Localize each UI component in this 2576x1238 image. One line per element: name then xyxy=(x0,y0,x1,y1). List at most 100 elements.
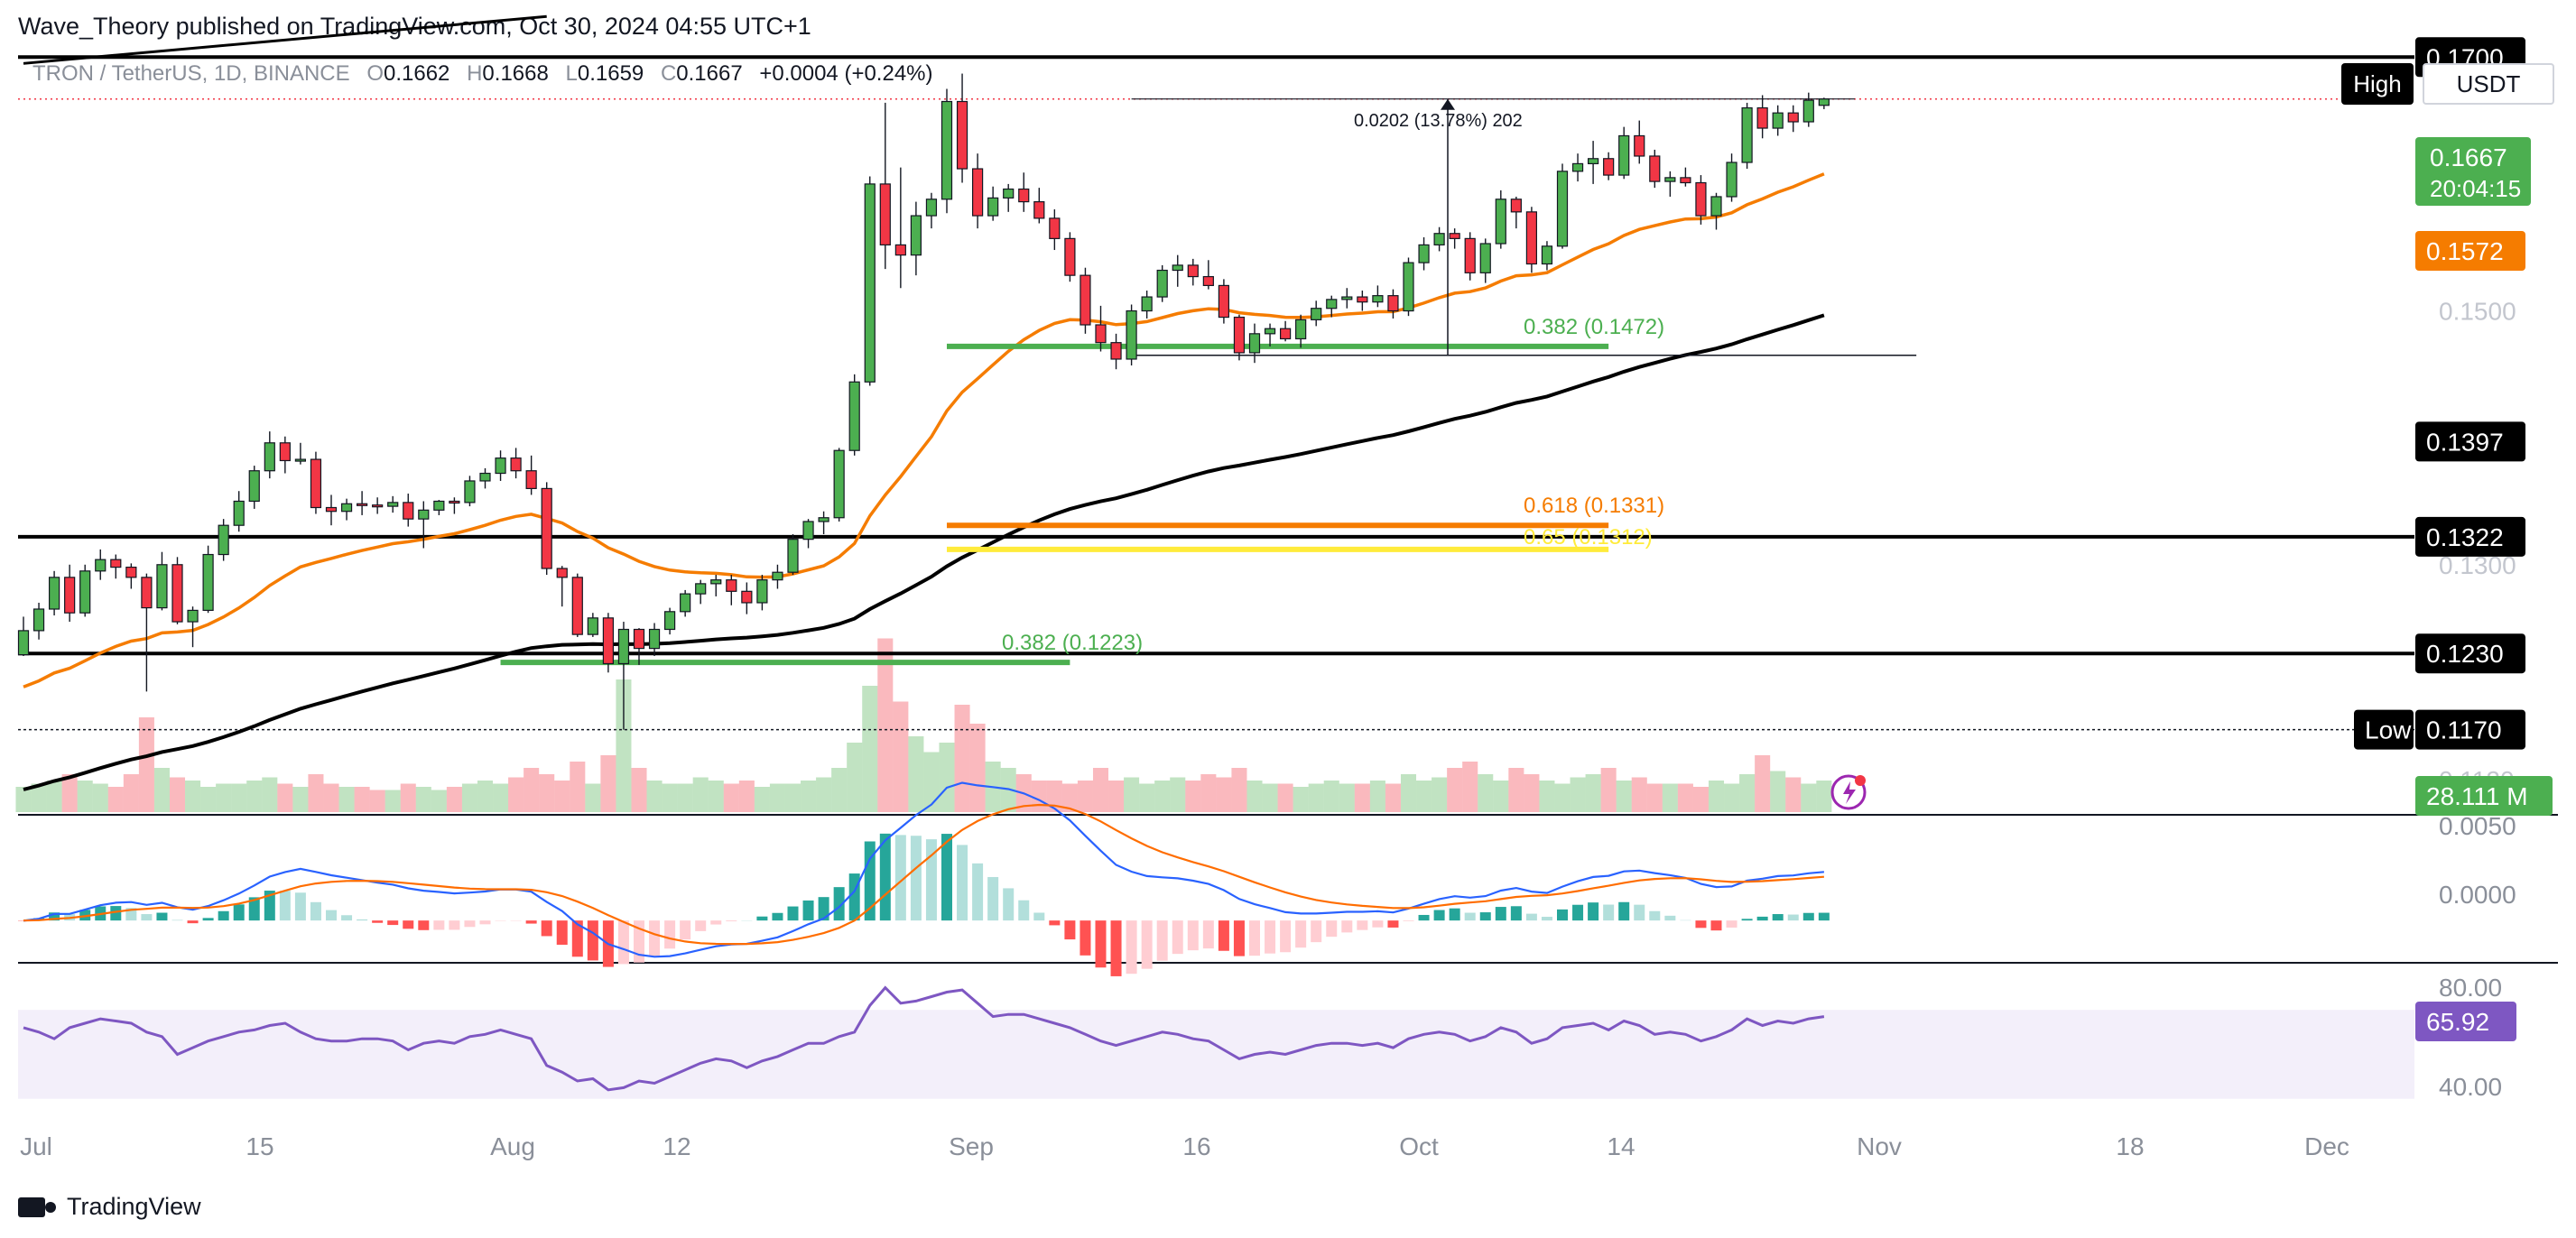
candle-body xyxy=(325,506,338,513)
macd-histogram-bar xyxy=(464,920,476,928)
macd-histogram-bar xyxy=(233,904,245,921)
candle-body xyxy=(1003,188,1015,199)
macd-histogram-bar xyxy=(1187,920,1199,951)
candle-body xyxy=(1449,233,1460,239)
macd-histogram-bar xyxy=(1695,920,1707,928)
candle-body xyxy=(1634,134,1645,157)
candle-body xyxy=(971,168,984,217)
macd-histogram-bar xyxy=(387,920,399,926)
macd-histogram-bar xyxy=(1202,920,1214,949)
macd-histogram-bar xyxy=(1510,906,1522,921)
macd-histogram-bar xyxy=(726,920,737,922)
volume-bar xyxy=(1139,783,1155,812)
candle-body xyxy=(833,449,845,519)
symbol-name[interactable]: TRON / TetherUS, 1D, BINANCE xyxy=(32,61,350,86)
time-tick: 12 xyxy=(663,1132,690,1160)
macd-histogram-bar xyxy=(79,910,91,921)
candle-body xyxy=(1080,274,1091,326)
price-label-0-1322-bg xyxy=(2415,516,2525,557)
macd-histogram-bar xyxy=(957,845,968,921)
volume-bar xyxy=(1185,781,1201,812)
volume-bar xyxy=(1539,781,1555,812)
tradingview-logo[interactable]: TradingView xyxy=(18,1193,201,1221)
candle-body xyxy=(279,442,291,462)
candle-body xyxy=(372,504,384,508)
volume-bar xyxy=(1785,777,1802,812)
volume-bar xyxy=(877,638,894,812)
high-button[interactable]: High xyxy=(2341,63,2414,105)
macd-histogram-bar xyxy=(1218,920,1229,951)
volume-bar xyxy=(1600,768,1617,812)
volume-bar xyxy=(1231,768,1247,812)
candle-body xyxy=(1525,211,1538,265)
volume-bar xyxy=(338,787,355,812)
volume-bar xyxy=(801,781,817,812)
macd-histogram-bar xyxy=(156,912,168,921)
volume-bar xyxy=(539,774,555,812)
candle-body xyxy=(556,568,568,578)
volume-bar xyxy=(77,781,93,812)
volume-bar xyxy=(354,787,370,812)
volume-bar xyxy=(554,781,570,812)
candle-body xyxy=(879,183,891,246)
volume-bar xyxy=(600,755,616,812)
candle-body xyxy=(1603,158,1615,176)
candle-body xyxy=(1710,196,1722,217)
macd-histogram-bar xyxy=(1357,920,1368,930)
macd-histogram-bar xyxy=(833,887,845,921)
volume-bar xyxy=(1692,787,1709,812)
macd-histogram-bar xyxy=(1449,908,1460,921)
volume-bar xyxy=(46,781,62,812)
macd-histogram-bar xyxy=(326,910,337,921)
volume-bar xyxy=(1646,783,1663,812)
macd-histogram-bar xyxy=(1710,920,1722,931)
macd-histogram-bar xyxy=(1280,920,1292,953)
volume-bar xyxy=(1246,781,1263,812)
price-label-0-1170-bg xyxy=(2415,709,2525,750)
volume-bar xyxy=(138,717,154,812)
macd-histogram-bar xyxy=(141,914,153,921)
macd-histogram-bar xyxy=(1403,920,1414,921)
volume-bar xyxy=(31,783,47,812)
macd-histogram-bar xyxy=(1311,920,1322,943)
candle-body xyxy=(1156,269,1168,298)
volume-bar xyxy=(1585,774,1601,812)
candle-body xyxy=(48,577,60,610)
volume-bar xyxy=(784,783,802,812)
high-value: 0.1668 xyxy=(482,61,549,86)
macd-histogram-bar xyxy=(941,834,952,921)
macd-histogram-bar xyxy=(1787,914,1799,921)
macd-histogram-bar xyxy=(695,920,707,931)
macd-histogram-bar xyxy=(925,839,937,921)
rsi-value-label-bg xyxy=(2415,1002,2516,1041)
time-tick: Aug xyxy=(490,1132,535,1160)
volume-bar xyxy=(1293,787,1309,812)
candle-body xyxy=(1233,316,1246,354)
volume-bar xyxy=(246,781,263,812)
candle-body xyxy=(633,628,645,650)
volume-bar xyxy=(1708,781,1725,812)
volume-bar xyxy=(107,787,124,812)
low-badge-bg xyxy=(2354,709,2414,750)
volume-bar xyxy=(92,783,108,812)
rsi-line xyxy=(23,985,1825,1092)
volume-bar xyxy=(1770,771,1786,812)
trendline xyxy=(23,14,547,65)
candle-body xyxy=(17,630,30,656)
macd-histogram-bar xyxy=(1802,912,1814,921)
macd-histogram-bar xyxy=(587,920,598,961)
volume-bar xyxy=(262,777,278,812)
price-label-0-1170: 0.1170 xyxy=(2426,716,2502,744)
currency-button[interactable]: USDT xyxy=(2423,63,2554,105)
volume-bar xyxy=(123,774,139,812)
volume-bar xyxy=(1724,783,1740,812)
candle-body xyxy=(1479,243,1491,273)
macd-histogram-bar xyxy=(418,920,430,930)
macd-histogram-bar xyxy=(1433,910,1445,921)
candle-body xyxy=(525,470,537,490)
volume-bar xyxy=(969,724,986,812)
candle-body xyxy=(510,457,522,472)
macd-histogram-bar xyxy=(1387,920,1399,928)
candle-body xyxy=(726,579,737,592)
